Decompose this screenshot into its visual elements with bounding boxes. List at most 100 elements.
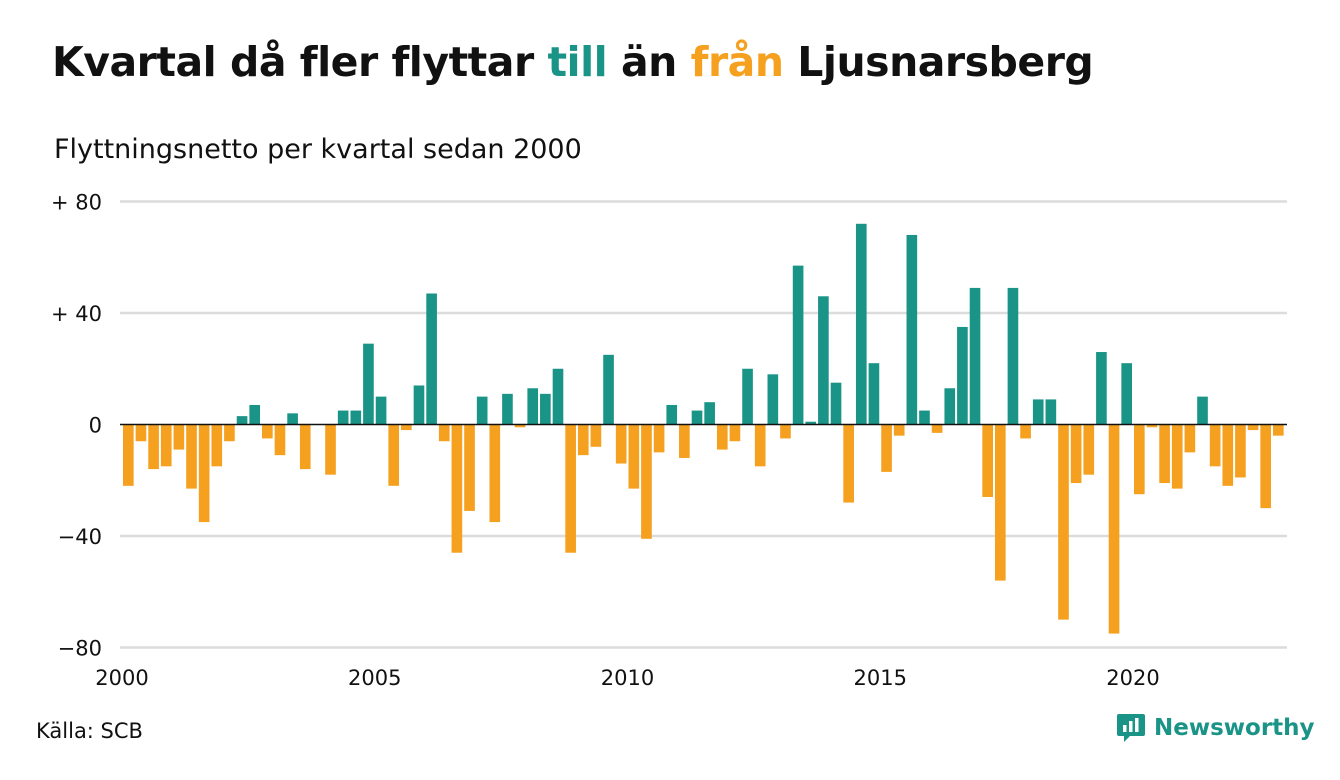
bar bbox=[931, 424, 943, 433]
title-highlight-till: till bbox=[547, 38, 608, 86]
source-label: Källa: SCB bbox=[36, 719, 143, 743]
bar bbox=[919, 410, 930, 425]
bar bbox=[451, 424, 463, 553]
newsworthy-logo-icon bbox=[1117, 714, 1145, 742]
bar bbox=[198, 424, 210, 523]
bar bbox=[325, 424, 336, 475]
y-tick-label: 0 bbox=[89, 414, 102, 438]
bar bbox=[1096, 352, 1107, 425]
bar bbox=[754, 424, 766, 467]
bar bbox=[893, 424, 905, 436]
bar bbox=[906, 234, 918, 425]
bar bbox=[590, 424, 602, 447]
bar bbox=[476, 396, 488, 425]
bar bbox=[1146, 424, 1158, 428]
y-tick-label: −40 bbox=[58, 525, 102, 549]
bar bbox=[287, 413, 298, 425]
y-tick-label: + 40 bbox=[51, 302, 102, 326]
bar bbox=[1197, 396, 1208, 425]
bar bbox=[502, 393, 513, 425]
bar bbox=[426, 293, 437, 425]
bar bbox=[780, 424, 791, 439]
bar bbox=[438, 424, 450, 442]
x-tick-label: 2020 bbox=[1106, 666, 1159, 690]
bar bbox=[767, 374, 779, 425]
bar bbox=[350, 410, 362, 425]
bar bbox=[792, 265, 804, 425]
bar bbox=[641, 424, 652, 539]
x-tick-label: 2000 bbox=[95, 666, 148, 690]
bar bbox=[552, 368, 564, 425]
bar bbox=[186, 424, 197, 489]
bar bbox=[881, 424, 892, 472]
title-part-3: Ljusnarsberg bbox=[783, 38, 1094, 86]
bar bbox=[413, 385, 425, 425]
bar bbox=[464, 424, 475, 511]
bar bbox=[1222, 424, 1234, 486]
bar bbox=[1134, 424, 1145, 495]
bar bbox=[628, 424, 640, 489]
bar bbox=[1247, 424, 1259, 431]
bar bbox=[1209, 424, 1221, 467]
bar bbox=[1058, 424, 1069, 620]
bar bbox=[401, 424, 412, 431]
bar bbox=[565, 424, 576, 553]
y-tick-label: −80 bbox=[58, 637, 102, 661]
bar bbox=[363, 343, 374, 425]
bar bbox=[944, 388, 956, 425]
bar bbox=[1020, 424, 1031, 439]
bar bbox=[843, 424, 854, 503]
bar bbox=[1121, 363, 1132, 425]
bar bbox=[540, 393, 551, 425]
bar bbox=[274, 424, 286, 456]
bar bbox=[957, 326, 968, 425]
bar bbox=[679, 424, 690, 458]
title-part-2: än bbox=[607, 38, 691, 86]
bar bbox=[1235, 424, 1246, 478]
x-tick-label: 2015 bbox=[854, 666, 907, 690]
bar bbox=[299, 424, 311, 470]
bar bbox=[135, 424, 147, 442]
bar bbox=[527, 388, 539, 425]
grid-lines bbox=[120, 200, 1287, 649]
x-tick-label: 2010 bbox=[601, 666, 654, 690]
bar bbox=[262, 424, 273, 439]
bar bbox=[1070, 424, 1082, 484]
chart-title: Kvartal då fler flyttar till än från Lju… bbox=[52, 38, 1094, 86]
bar bbox=[211, 424, 223, 467]
x-tick-label: 2005 bbox=[348, 666, 401, 690]
bar bbox=[729, 424, 741, 442]
bar bbox=[615, 424, 627, 464]
title-highlight-fran: från bbox=[690, 38, 784, 86]
bar bbox=[653, 424, 665, 453]
bar bbox=[969, 287, 981, 425]
chart-subtitle: Flyttningsnetto per kvartal sedan 2000 bbox=[54, 134, 582, 165]
bar bbox=[1171, 424, 1183, 489]
bar bbox=[489, 424, 501, 523]
bar bbox=[716, 424, 728, 450]
bar bbox=[1260, 424, 1272, 509]
bar bbox=[1045, 399, 1057, 425]
brand-name: Newsworthy bbox=[1154, 715, 1315, 741]
bar bbox=[742, 368, 753, 425]
bar bbox=[830, 382, 842, 425]
bars bbox=[123, 223, 1284, 634]
bar bbox=[818, 296, 829, 425]
y-tick-label: + 80 bbox=[51, 191, 102, 215]
bar bbox=[577, 424, 589, 456]
brand-logo[interactable]: Newsworthy bbox=[1116, 712, 1315, 744]
bar bbox=[337, 410, 349, 425]
bar bbox=[1032, 399, 1044, 425]
bar bbox=[1273, 424, 1284, 436]
bar bbox=[691, 410, 703, 425]
bar bbox=[224, 424, 235, 442]
bar bbox=[514, 424, 526, 428]
bar bbox=[855, 223, 867, 425]
bar bbox=[173, 424, 185, 450]
bar bbox=[994, 424, 1006, 581]
bar bbox=[1083, 424, 1095, 475]
bar bbox=[123, 424, 134, 486]
bar bbox=[160, 424, 172, 467]
bar bbox=[982, 424, 993, 497]
bar bbox=[388, 424, 400, 486]
